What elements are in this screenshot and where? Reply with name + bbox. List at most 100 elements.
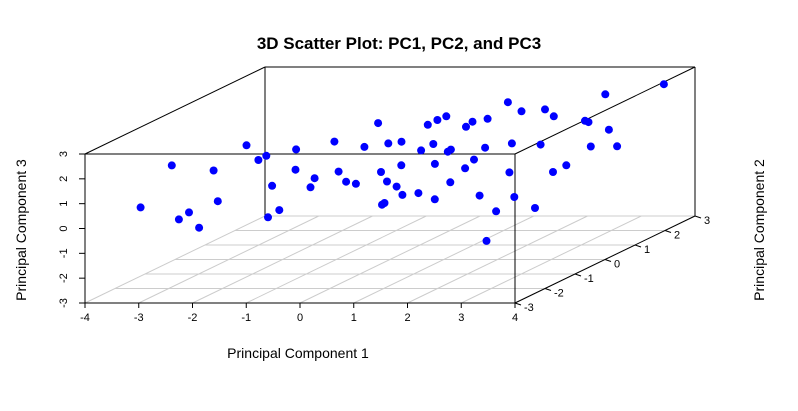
data-point xyxy=(383,177,391,186)
data-point xyxy=(351,179,360,188)
y-tick-mark xyxy=(664,230,672,233)
data-point xyxy=(429,140,438,148)
y-tick-label: 3 xyxy=(704,215,710,227)
data-point xyxy=(334,167,343,176)
z-tick-label: 1 xyxy=(58,201,70,207)
data-point xyxy=(510,193,519,201)
data-point xyxy=(264,213,272,222)
data-point xyxy=(659,80,668,89)
z-tick-label: -2 xyxy=(58,273,70,283)
data-point xyxy=(306,183,315,192)
data-point xyxy=(468,117,477,126)
x-tick-label: 4 xyxy=(512,312,518,324)
data-point xyxy=(398,190,407,199)
y-tick-label: 1 xyxy=(644,244,650,256)
data-point xyxy=(384,139,393,148)
z-tick-label: 3 xyxy=(58,151,70,157)
data-point xyxy=(213,197,222,206)
data-point xyxy=(586,142,595,151)
data-point xyxy=(414,189,423,198)
data-points xyxy=(136,80,668,245)
y-tick-label: 0 xyxy=(614,259,620,271)
box-edge xyxy=(84,66,266,155)
x-tick-label: -2 xyxy=(188,312,198,324)
data-point xyxy=(378,200,386,209)
data-point xyxy=(275,206,284,215)
chart-title: 3D Scatter Plot: PC1, PC2, and PC3 xyxy=(257,34,541,53)
data-point xyxy=(430,195,439,204)
x-tick-label: 0 xyxy=(297,312,303,324)
data-point xyxy=(442,112,451,121)
data-point xyxy=(584,118,593,127)
data-point xyxy=(461,164,470,173)
data-point xyxy=(462,122,470,131)
data-point xyxy=(430,159,439,168)
x-axis-label: Principal Component 1 xyxy=(227,345,369,361)
data-point xyxy=(549,168,557,176)
z-tick-label: -3 xyxy=(58,298,70,308)
data-point xyxy=(167,161,176,170)
data-point xyxy=(475,191,484,200)
data-point xyxy=(541,105,549,114)
data-point xyxy=(613,142,622,151)
data-point xyxy=(536,140,545,149)
data-point xyxy=(470,155,478,164)
data-point xyxy=(136,203,145,212)
y-tick-mark xyxy=(634,244,642,248)
data-point xyxy=(481,143,490,152)
y-tick-label: -2 xyxy=(554,288,564,300)
data-point xyxy=(601,90,610,99)
y-tick-mark xyxy=(574,273,582,277)
z-tick-label: 0 xyxy=(58,225,70,231)
data-point xyxy=(360,142,369,151)
data-point xyxy=(507,139,516,148)
y-tick-label: 2 xyxy=(674,230,680,242)
data-point xyxy=(310,174,319,183)
z-tick-label: -1 xyxy=(58,248,70,258)
data-point xyxy=(397,161,406,170)
data-point xyxy=(330,137,339,146)
data-point xyxy=(254,156,263,164)
floor-grid xyxy=(84,215,696,304)
data-point xyxy=(292,145,301,154)
data-point xyxy=(377,168,385,176)
x-tick-label: 3 xyxy=(458,312,464,324)
x-tick-label: -1 xyxy=(241,312,251,324)
data-point xyxy=(562,161,571,170)
y-tick-mark xyxy=(544,288,552,291)
x-tick-label: -4 xyxy=(80,312,90,324)
data-point xyxy=(604,125,613,134)
x-tick-label: 1 xyxy=(351,312,357,324)
data-point xyxy=(268,181,277,190)
data-point xyxy=(174,215,183,224)
data-point xyxy=(549,112,558,121)
data-point xyxy=(185,208,193,217)
data-point xyxy=(374,119,383,128)
y-tick-mark xyxy=(694,215,702,219)
axis-ticks: -4 -3 -2 -1 0 1 2 3 4 -3 -2 -1 0 1 2 3 -3 -2 -1 0 1 2 3 xyxy=(58,151,710,324)
data-point xyxy=(392,182,401,191)
data-point xyxy=(342,177,351,186)
data-point xyxy=(242,141,251,150)
data-point xyxy=(531,204,539,212)
data-point xyxy=(423,120,432,129)
data-point xyxy=(417,146,426,155)
data-point xyxy=(492,207,501,216)
y-tick-mark xyxy=(604,259,612,262)
y-tick-mark xyxy=(514,302,522,306)
data-point xyxy=(262,151,271,160)
data-point xyxy=(503,98,512,107)
data-point xyxy=(517,107,526,116)
y-tick-label: -3 xyxy=(524,302,534,314)
x-tick-label: 2 xyxy=(404,312,410,324)
data-point xyxy=(505,168,514,177)
y-axis-label: Principal Component 2 xyxy=(751,159,767,301)
data-point xyxy=(483,114,492,123)
data-point xyxy=(291,165,300,174)
data-point xyxy=(443,147,452,156)
data-point xyxy=(209,166,218,175)
data-point xyxy=(397,137,406,146)
data-point xyxy=(446,178,455,187)
data-point xyxy=(482,236,491,245)
